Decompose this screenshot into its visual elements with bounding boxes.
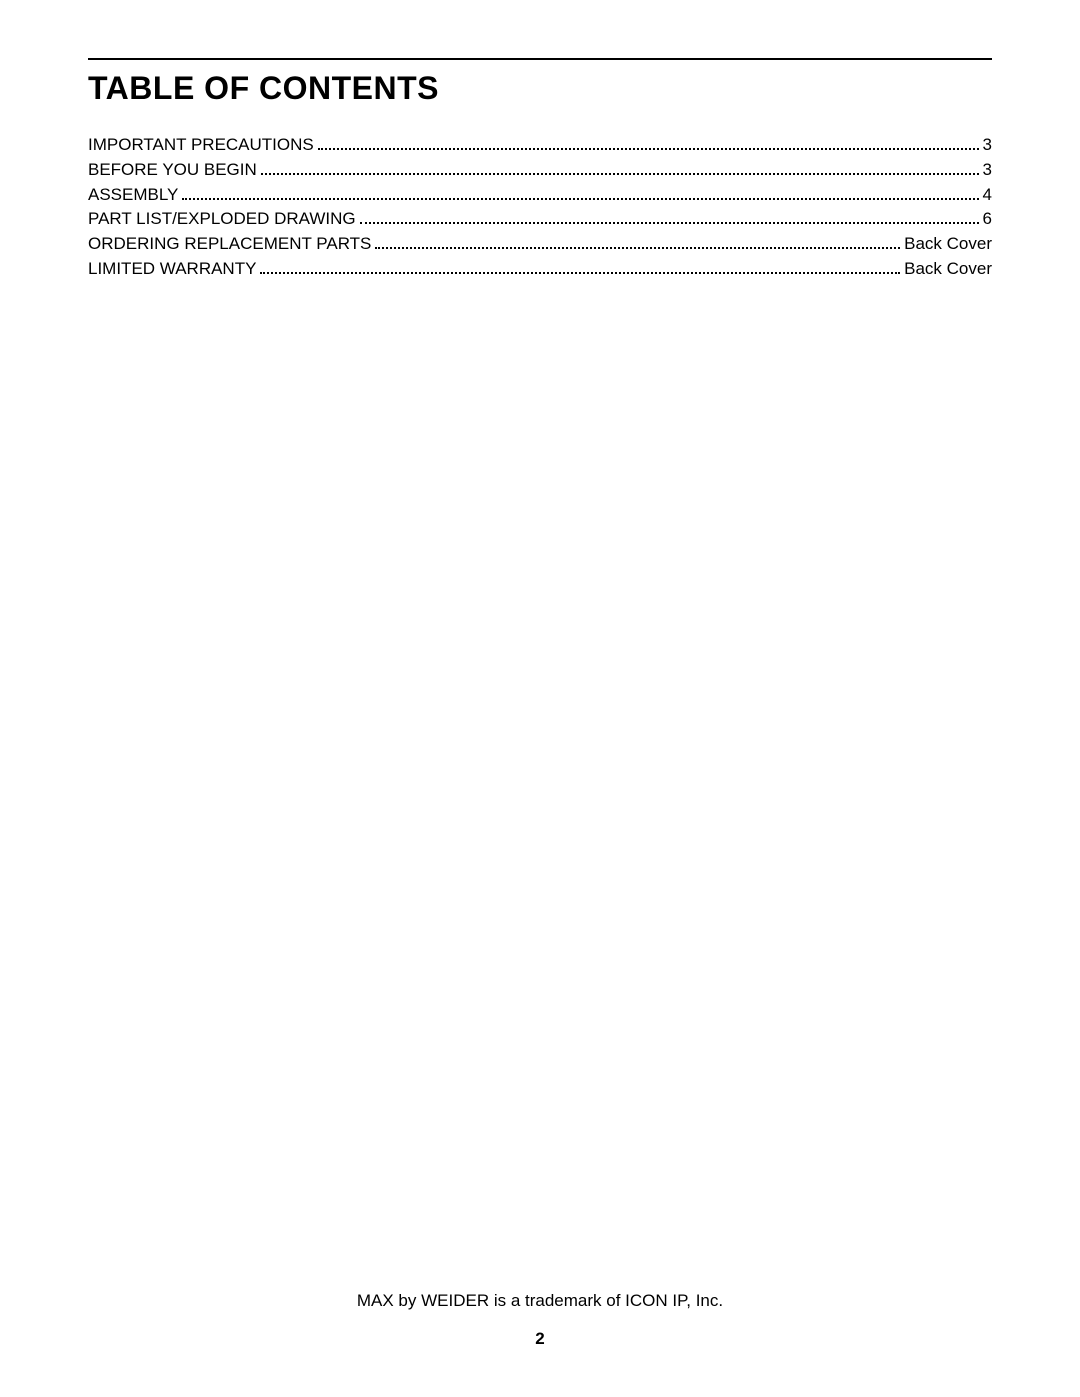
toc-item: ORDERING REPLACEMENT PARTS Back Cover bbox=[88, 232, 992, 256]
toc-dots bbox=[260, 272, 900, 274]
toc-item-label: ASSEMBLY bbox=[88, 183, 178, 207]
toc-item-page: Back Cover bbox=[904, 232, 992, 256]
toc-item-label: BEFORE YOU BEGIN bbox=[88, 158, 257, 182]
toc-item: ASSEMBLY 4 bbox=[88, 183, 992, 207]
toc-dots bbox=[360, 222, 979, 224]
toc-title: TABLE OF CONTENTS bbox=[88, 70, 992, 107]
toc-item: BEFORE YOU BEGIN 3 bbox=[88, 158, 992, 182]
toc-dots bbox=[375, 247, 900, 249]
toc-item-label: LIMITED WARRANTY bbox=[88, 257, 256, 281]
toc-item-page: 6 bbox=[983, 207, 992, 231]
toc-item-page: 3 bbox=[983, 133, 992, 157]
toc-item: IMPORTANT PRECAUTIONS 3 bbox=[88, 133, 992, 157]
toc-dots bbox=[182, 198, 978, 200]
toc-item-label: ORDERING REPLACEMENT PARTS bbox=[88, 232, 371, 256]
toc-item-label: IMPORTANT PRECAUTIONS bbox=[88, 133, 314, 157]
trademark-text: MAX by WEIDER is a trademark of ICON IP,… bbox=[0, 1291, 1080, 1311]
toc-item: LIMITED WARRANTY Back Cover bbox=[88, 257, 992, 281]
top-rule bbox=[88, 58, 992, 60]
toc-item-page: Back Cover bbox=[904, 257, 992, 281]
toc-item: PART LIST/EXPLODED DRAWING 6 bbox=[88, 207, 992, 231]
toc-item-page: 4 bbox=[983, 183, 992, 207]
toc-item-label: PART LIST/EXPLODED DRAWING bbox=[88, 207, 356, 231]
page-number: 2 bbox=[0, 1329, 1080, 1349]
toc-item-page: 3 bbox=[983, 158, 992, 182]
toc-dots bbox=[261, 173, 979, 175]
toc-dots bbox=[318, 148, 979, 150]
toc-list: IMPORTANT PRECAUTIONS 3 BEFORE YOU BEGIN… bbox=[88, 133, 992, 281]
page-content: TABLE OF CONTENTS IMPORTANT PRECAUTIONS … bbox=[0, 0, 1080, 281]
footer: MAX by WEIDER is a trademark of ICON IP,… bbox=[0, 1291, 1080, 1349]
